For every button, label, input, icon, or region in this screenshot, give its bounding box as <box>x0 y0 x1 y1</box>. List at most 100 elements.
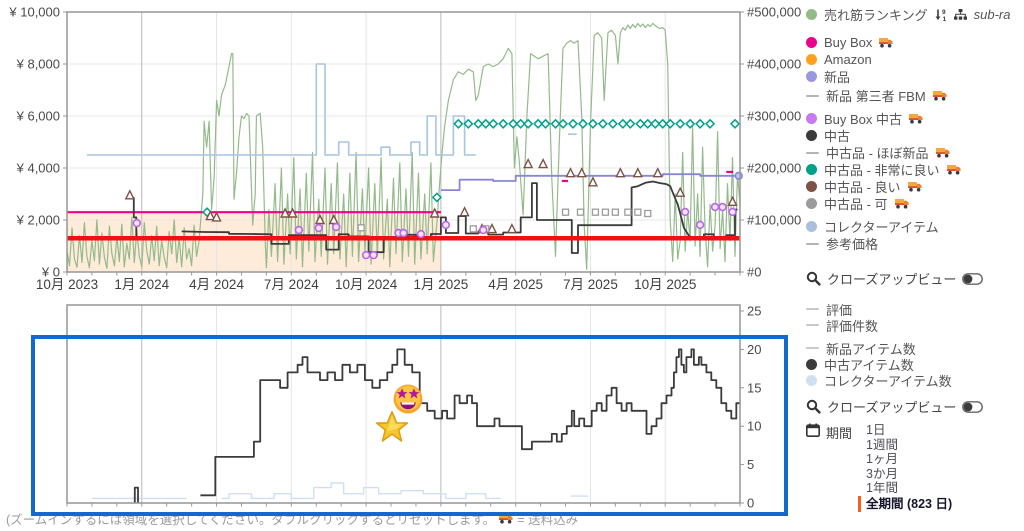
legend-dot-swatch <box>806 54 817 65</box>
legend-dot-swatch <box>806 358 817 370</box>
svg-text:¥ 2,000: ¥ 2,000 <box>16 213 60 228</box>
legend-item[interactable]: 売れ筋ランキング 9 1 sub-ra <box>806 6 1022 23</box>
period-option[interactable]: 1ヶ月 <box>866 452 898 466</box>
truck-icon <box>499 514 513 524</box>
legend-item[interactable]: 中古アイテム数 <box>806 356 1022 373</box>
legend-dot-swatch <box>806 71 817 82</box>
collector-item-count-series <box>91 482 588 500</box>
new-price-end-marker <box>734 171 743 181</box>
legend-label: Amazon <box>824 52 872 67</box>
svg-text:10月 2024: 10月 2024 <box>335 277 398 292</box>
legend-item[interactable]: Amazon <box>806 51 1022 68</box>
period-option-selected[interactable]: 全期間 (823 日) <box>858 495 952 512</box>
legend-item[interactable]: 参考価格 <box>806 235 1022 252</box>
legend-item[interactable]: 中古品 - 可 <box>806 195 1022 212</box>
axis-ticks <box>66 310 744 507</box>
period-options: 1日 1週間 1ヶ月 3か月 1年間 全期間 (823 日) <box>858 423 952 512</box>
legend-item[interactable]: 評価 <box>806 301 1022 318</box>
zoom-hint-note: (ズームインするには領域を選択してください。ダブルクリックするとリセットします。… <box>6 509 578 528</box>
period-option[interactable]: 1年間 <box>866 481 898 495</box>
calendar-icon <box>806 423 820 437</box>
used-very-good-markers <box>202 118 741 218</box>
svg-text:10: 10 <box>747 419 761 434</box>
svg-text:#400,000: #400,000 <box>747 57 801 72</box>
legend-line-swatch <box>806 94 819 97</box>
shipping-included-text: = 送料込み <box>517 513 579 527</box>
legend-item[interactable]: 新品アイテム数 <box>806 340 1022 357</box>
truck-icon <box>499 513 513 524</box>
magnifier-icon <box>806 271 821 286</box>
legend-item[interactable]: 中古品 - ほぼ新品 <box>806 144 1022 161</box>
svg-text:7月 2025: 7月 2025 <box>563 277 618 292</box>
closeup-label: クローズアップビュー <box>827 400 957 415</box>
svg-text:¥ 10,000: ¥ 10,000 <box>8 5 60 20</box>
svg-text:15: 15 <box>747 380 761 395</box>
buybox-price-series <box>67 170 733 214</box>
legend-item[interactable]: 新品 第三者 FBM <box>806 87 1022 104</box>
legend-item[interactable]: 中古 <box>806 127 1022 144</box>
price-legend-group: 売れ筋ランキング 9 1 sub-ra Buy Box Amazon 新品新品 第三者 FB… <box>806 6 1022 252</box>
period-option[interactable]: 1週間 <box>866 437 898 452</box>
sitemap-icon <box>953 8 967 21</box>
truck-icon <box>932 90 947 101</box>
truck-icon <box>879 37 894 48</box>
legend-label: 中古品 - 可 <box>824 197 888 212</box>
period-option[interactable]: 3か月 <box>866 466 898 481</box>
legend-line-swatch <box>806 151 819 154</box>
buybox-used-markers <box>132 202 737 260</box>
toggle-switch-icon <box>962 400 984 413</box>
legend-panel: 売れ筋ランキング 9 1 sub-ra Buy Box Amazon 新品新品 第三者 FB… <box>806 6 1022 512</box>
legend-item[interactable]: 中古品 - 非常に良い <box>806 161 1022 178</box>
svg-text:¥ 4,000: ¥ 4,000 <box>16 161 60 176</box>
legend-item[interactable]: コレクターアイテム数 <box>806 372 1022 389</box>
svg-text:7月 2024: 7月 2024 <box>264 277 319 292</box>
legend-dot-swatch <box>806 181 817 192</box>
toggle-switch-icon[interactable] <box>962 400 984 413</box>
legend-label: 新品アイテム数 <box>826 341 916 357</box>
legend-label: Buy Box <box>824 35 873 50</box>
svg-text:4月 2024: 4月 2024 <box>189 277 244 292</box>
truck-icon <box>935 148 950 158</box>
legend-dot-swatch <box>806 9 817 20</box>
period-option[interactable]: 1日 <box>866 423 886 437</box>
legend-label: 新品 第三者 FBM <box>826 89 926 104</box>
legend-label: 売れ筋ランキング <box>824 8 928 23</box>
legend-dot-swatch <box>806 164 817 175</box>
toggle-switch-icon <box>962 272 984 285</box>
svg-text:#100,000: #100,000 <box>747 213 801 228</box>
legend-item[interactable]: 新品 <box>806 68 1022 85</box>
legend-item[interactable]: 評価件数 <box>806 317 1022 334</box>
legend-label: 中古 <box>824 129 851 144</box>
legend-label: 中古品 - 良い <box>824 180 901 195</box>
svg-text:1月 2024: 1月 2024 <box>114 277 169 292</box>
legend-item[interactable]: 中古品 - 良い <box>806 178 1022 195</box>
svg-text:1: 1 <box>942 16 946 22</box>
legend-dot-swatch <box>806 37 817 48</box>
legend-item[interactable]: Buy Box 中古 <box>806 110 1022 127</box>
svg-text:#200,000: #200,000 <box>747 161 801 176</box>
price-history-plot: ¥ 0 ¥ 2,000 ¥ 4,000 ¥ 6,000 ¥ 8,000 ¥ 10,000 #… <box>8 5 801 293</box>
star-struck-emoji-sticker <box>393 384 423 414</box>
closeup-view-toggle[interactable]: クローズアップビュー <box>806 270 1022 287</box>
truck-icon <box>894 199 909 209</box>
svg-text:4月 2025: 4月 2025 <box>488 277 543 292</box>
closeup-view-toggle-2[interactable]: クローズアップビュー <box>806 398 1022 415</box>
price-history-charts[interactable]: ¥ 0 ¥ 2,000 ¥ 4,000 ¥ 6,000 ¥ 8,000 ¥ 10,000 #… <box>0 0 812 531</box>
toggle-switch-icon[interactable] <box>962 272 984 285</box>
truck-icon <box>894 198 909 209</box>
magnifier-icon <box>806 271 821 286</box>
closeup-label: クローズアップビュー <box>827 272 957 287</box>
legend-suffix: sub-ra <box>973 7 1011 22</box>
legend-line-swatch <box>806 347 819 349</box>
axis-labels: ¥ 0 ¥ 2,000 ¥ 4,000 ¥ 6,000 ¥ 8,000 ¥ 10,000 #… <box>8 5 801 293</box>
legend-label: コレクターアイテム <box>824 220 939 235</box>
legend-item[interactable]: コレクターアイテム <box>806 218 1022 235</box>
truck-icon <box>879 38 894 48</box>
svg-text:9: 9 <box>942 9 946 16</box>
legend-label: 新品 <box>824 70 851 85</box>
zoom-hint-text: (ズームインするには領域を選択してください。ダブルクリックするとリセットします。 <box>6 513 496 527</box>
truck-icon <box>946 164 961 175</box>
legend-item[interactable]: Buy Box <box>806 34 1022 51</box>
